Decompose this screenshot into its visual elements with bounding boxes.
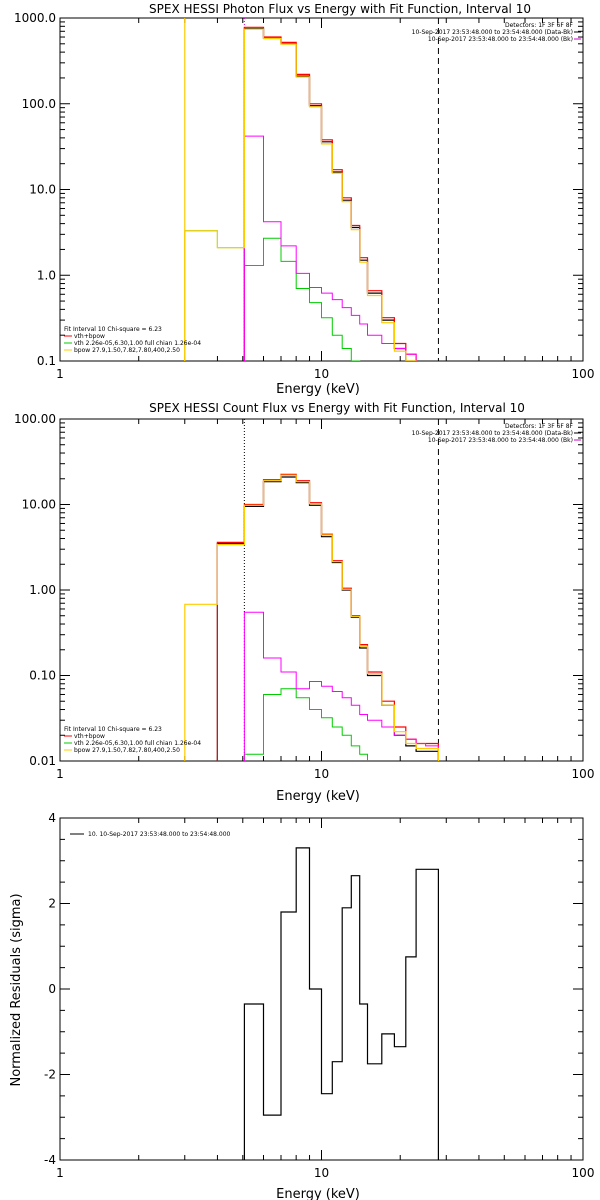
info-line: 10-Sep-2017 23:53:48.000 to 23:54:48.000… (428, 437, 573, 444)
x-tick-label: 1 (56, 1166, 64, 1180)
count-flux-title: SPEX HESSI Count Flux vs Energy with Fit… (149, 401, 525, 415)
fit-legend-line: vth+bpow (74, 333, 105, 340)
info-line: 10-Sep-2017 23:53:48.000 to 23:54:48.000… (412, 430, 573, 437)
series-vth (184, 230, 361, 361)
y-tick-label: 0 (48, 982, 56, 996)
x-tick-label: 1 (56, 367, 64, 381)
plot-area (184, 18, 439, 361)
x-tick-label: 10 (314, 1166, 329, 1180)
count-flux-panel: SPEX HESSI Count Flux vs Energy with Fit… (14, 401, 594, 804)
fit-legend-line: vth 2.26e-05,6.30,1.00 full chian 1.26e-… (74, 340, 201, 347)
fit-legend-line: vth+bpow (74, 733, 105, 740)
fit-legend-line: vth 2.26e-05,6.30,1.00 full chian 1.26e-… (74, 740, 201, 747)
photon-flux-xlabel: Energy (keV) (276, 382, 360, 397)
y-tick-label: 0.10 (29, 669, 56, 683)
plot-area (243, 847, 439, 1160)
series-total (184, 474, 439, 761)
series-total (184, 28, 417, 361)
y-tick-label: 100.0 (22, 97, 56, 111)
y-tick-label: 2 (48, 897, 56, 911)
y-tick-label: 1000.0 (14, 11, 56, 25)
x-tick-label: 100 (572, 1166, 595, 1180)
x-tick-label: 10 (314, 367, 329, 381)
x-tick-label: 100 (572, 767, 595, 781)
y-tick-label: 10.0 (29, 183, 56, 197)
info-line: Detectors: 1F 3F 6F 8F (505, 22, 574, 29)
series-vth (243, 688, 368, 761)
series-total-fit (243, 26, 417, 361)
y-tick-label: 0.01 (29, 754, 56, 768)
residuals-xlabel: Energy (keV) (276, 1187, 360, 1200)
fit-legend-line: bpow 27.9,1.50,7.82,7.80,400,2.50 (74, 747, 180, 754)
x-tick-label: 100 (572, 367, 595, 381)
y-tick-label: 4 (48, 811, 56, 825)
y-tick-label: 10.00 (22, 498, 56, 512)
info-line: Detectors: 1F 3F 6F 8F (505, 423, 574, 430)
photon-flux-title: SPEX HESSI Photon Flux vs Energy with Fi… (149, 2, 531, 16)
y-tick-label: 1.0 (37, 268, 56, 282)
y-tick-label: -2 (44, 1068, 56, 1082)
plot-area (184, 419, 439, 761)
residuals-ylabel: Normalized Residuals (sigma) (9, 893, 24, 1086)
y-tick-label: 1.00 (29, 583, 56, 597)
fit-legend-line: Fit Interval 10 Chi-square = 6.23 (64, 726, 162, 733)
count-flux-xlabel: Energy (keV) (276, 789, 360, 804)
info-line: 10-Sep-2017 23:53:48.000 to 23:54:48.000… (412, 29, 573, 36)
fit-legend-line: bpow 27.9,1.50,7.82,7.80,400,2.50 (74, 347, 180, 354)
fit-legend-line: Fit Interval 10 Chi-square = 6.23 (64, 326, 162, 333)
y-tick-label: 100.00 (14, 412, 56, 426)
residuals-panel: Energy (keV) Normalized Residuals (sigma… (9, 811, 594, 1200)
series-residuals (243, 847, 439, 1160)
y-tick-label: 0.1 (37, 354, 56, 368)
x-tick-label: 1 (56, 767, 64, 781)
series-bpow (243, 135, 417, 361)
info-line: 10-Sep-2017 23:53:48.000 to 23:54:48.000… (428, 36, 573, 43)
photon-flux-panel: SPEX HESSI Photon Flux vs Energy with Fi… (14, 2, 594, 397)
residual-legend-label: 10. 10-Sep-2017 23:53:48.000 to 23:54:48… (88, 831, 231, 838)
series-bpow (243, 611, 439, 761)
y-tick-label: -4 (44, 1153, 56, 1167)
series-data (243, 28, 417, 361)
x-tick-label: 10 (314, 767, 329, 781)
